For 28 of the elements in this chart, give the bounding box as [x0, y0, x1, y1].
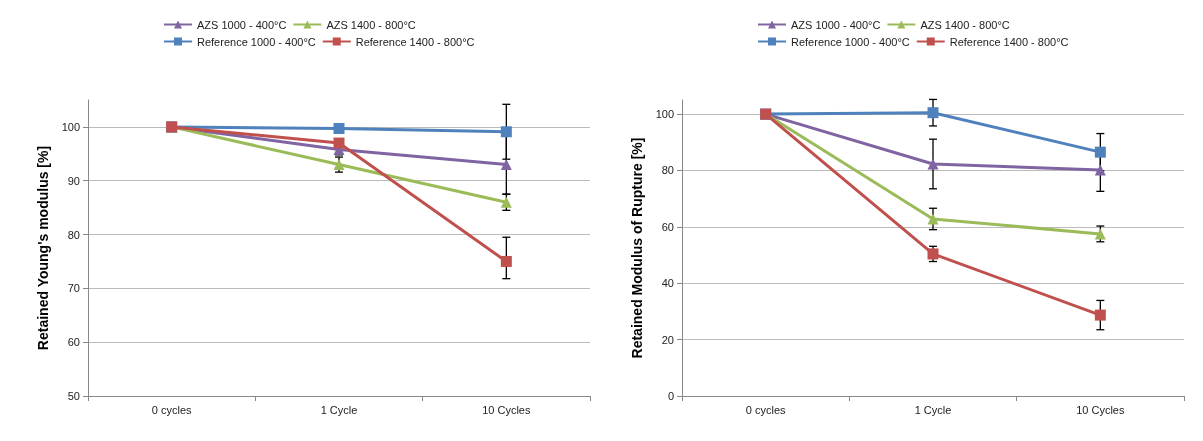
legend-label: AZS 1000 - 400°C: [197, 18, 287, 31]
y-tick-label: 60: [67, 336, 80, 349]
legend-label: AZS 1000 - 400°C: [791, 18, 881, 31]
y-tick-label: 80: [67, 228, 80, 241]
y-axis-title: Retained Young's modulus [%]: [35, 145, 51, 351]
x-tick-label: 1 Cycle: [914, 403, 952, 416]
y-tick-label: 40: [661, 277, 674, 290]
x-tick-label: 10 Cycles: [482, 403, 531, 416]
y-tick-label: 70: [67, 282, 80, 295]
x-tick-label: 1 Cycle: [320, 403, 358, 416]
legend-label: AZS 1400 - 800°C: [920, 18, 1010, 31]
y-tick-label: 60: [661, 220, 674, 233]
legend-label: Reference 1400 - 800°C: [355, 35, 475, 48]
y-tick-label: 100: [655, 108, 674, 121]
y-tick-label: 100: [61, 120, 80, 133]
legend-label: AZS 1400 - 800°C: [326, 18, 416, 31]
y-tick-label: 50: [67, 390, 80, 402]
y-tick-label: 20: [661, 333, 674, 346]
y-tick-label: 90: [67, 174, 80, 187]
x-tick-label: 10 Cycles: [1076, 403, 1125, 416]
legend-label: Reference 1400 - 800°C: [949, 35, 1069, 48]
legend-label: Reference 1000 - 400°C: [791, 35, 910, 48]
y-tick-label: 0: [667, 390, 674, 402]
legend-label: Reference 1000 - 400°C: [197, 35, 316, 48]
x-tick-label: 0 cycles: [151, 403, 193, 416]
y-tick-label: 80: [661, 164, 674, 177]
y-axis-title: Retained Modulus of Rupture [%]: [629, 137, 645, 359]
x-tick-label: 0 cycles: [745, 403, 787, 416]
